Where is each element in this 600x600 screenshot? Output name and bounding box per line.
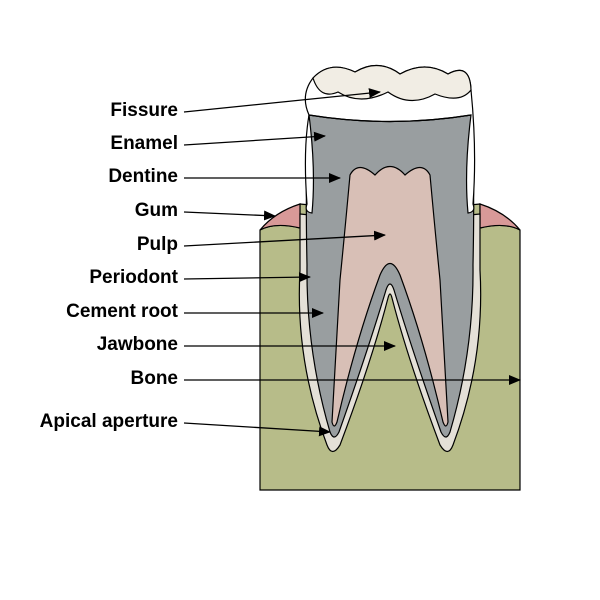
label-bone: Bone (131, 368, 179, 390)
label-jawbone: Jawbone (97, 334, 178, 356)
label-cement-root: Cement root (66, 301, 178, 323)
label-enamel: Enamel (110, 133, 178, 155)
label-pulp: Pulp (137, 234, 178, 256)
label-dentine: Dentine (108, 166, 178, 188)
label-apical-aperture: Apical aperture (40, 411, 178, 433)
label-fissure: Fissure (110, 100, 178, 122)
label-gum: Gum (135, 200, 178, 222)
tooth-svg (0, 0, 600, 600)
tooth-anatomy-diagram: Fissure Enamel Dentine Gum Pulp Periodon… (0, 0, 600, 600)
label-periodont: Periodont (89, 267, 178, 289)
